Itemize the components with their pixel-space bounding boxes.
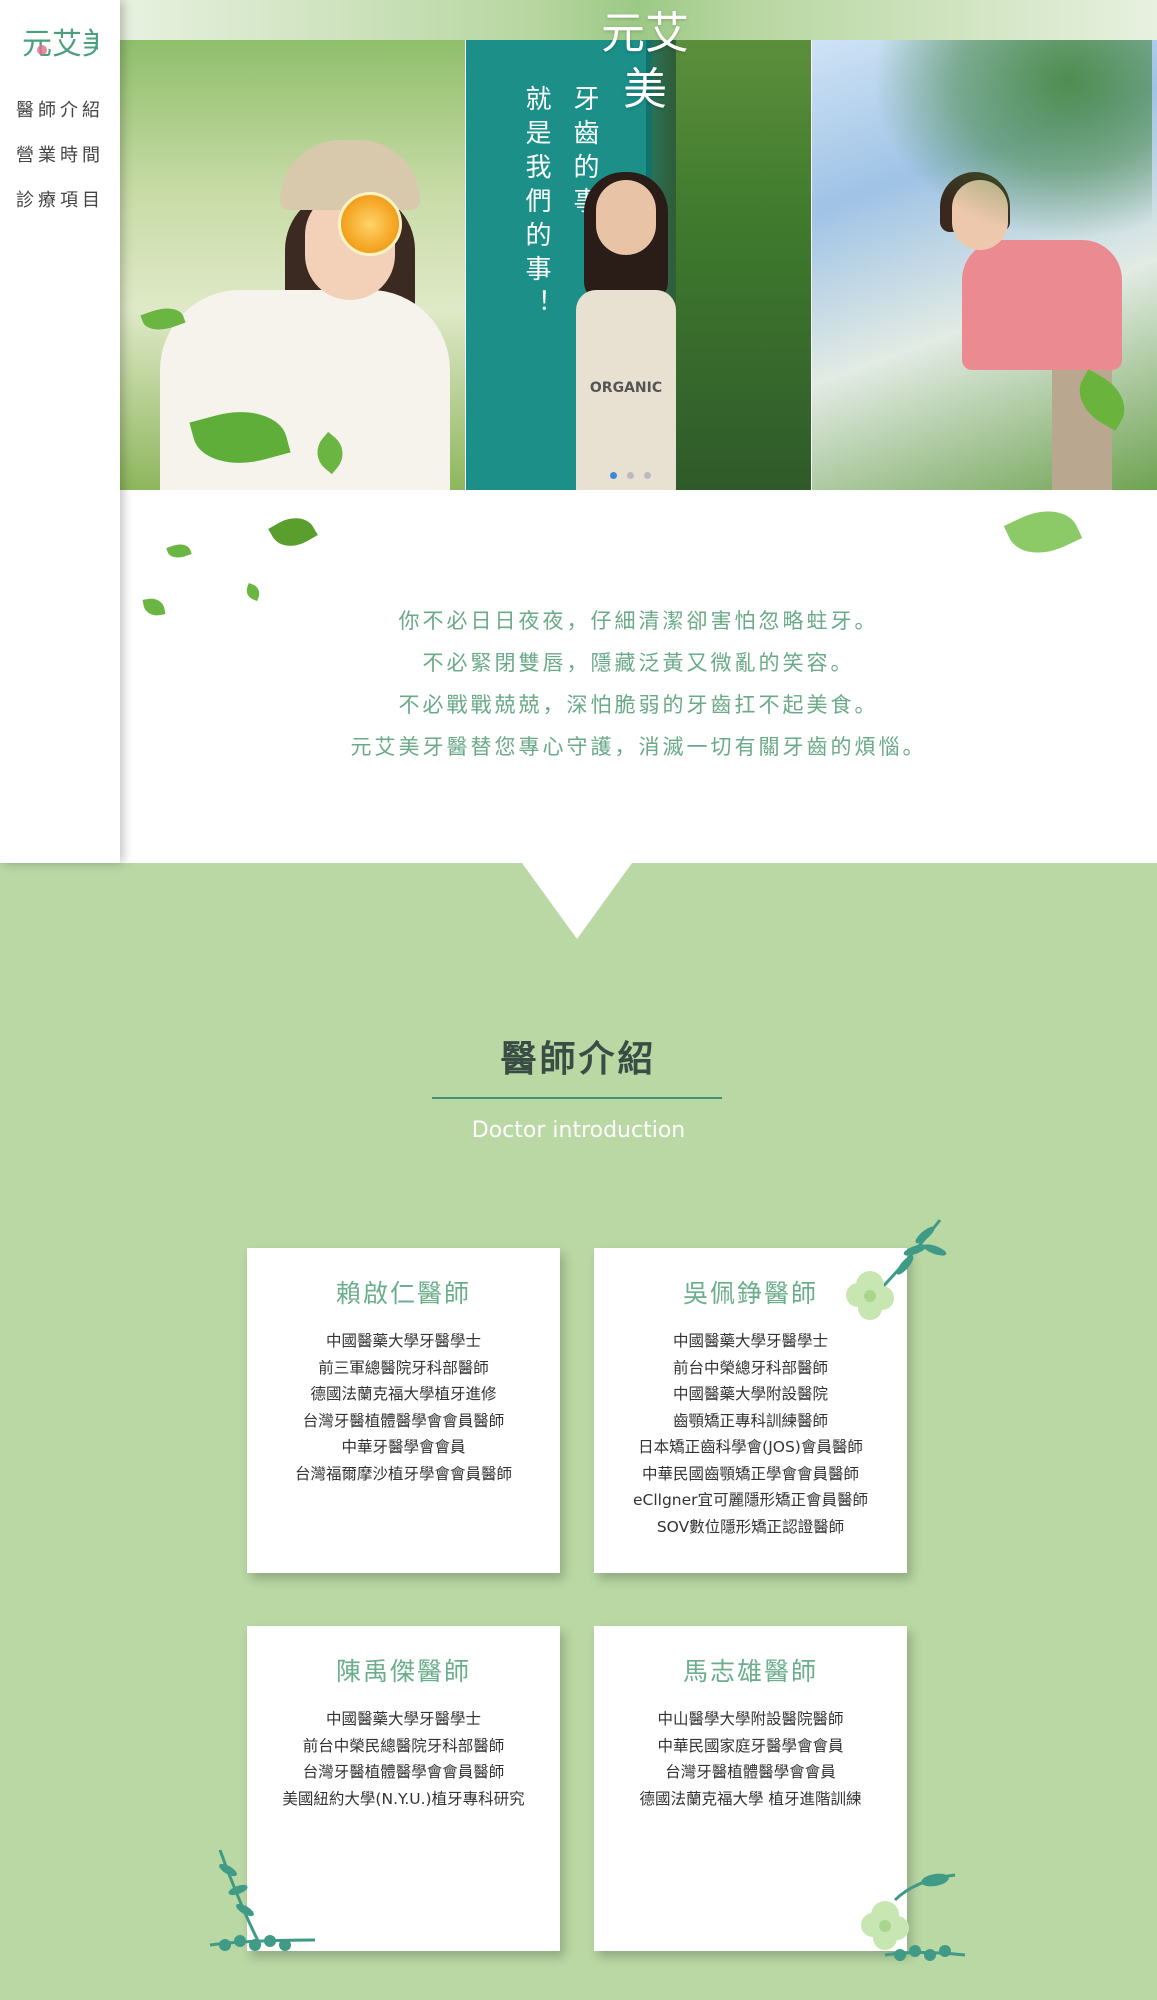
- intro-text: 你不必日日夜夜，仔細清潔卻害怕忽略蛀牙。 不必緊閉雙唇，隱藏泛黃又微亂的笑容。 …: [120, 600, 1157, 768]
- doctor-credentials: 中國醫藥大學牙醫學士 前台中榮民總醫院牙科部醫師 台灣牙醫植體醫學會會員醫師 美…: [247, 1706, 560, 1812]
- section-divider: [432, 1097, 722, 1099]
- credential-item: 中華民國家庭牙醫學會會員: [657, 1736, 844, 1755]
- carousel-dot-1[interactable]: [610, 472, 617, 479]
- credential-item: 中華牙醫學會會員: [341, 1438, 466, 1456]
- credential-item: 美國紐約大學(N.Y.U.)植牙專科研究: [282, 1789, 525, 1808]
- sidebar: 元艾美 醫師介紹 營業時間 診療項目: [0, 0, 120, 863]
- figure-shirt: [160, 290, 450, 490]
- credential-item: 德國法蘭克福大學植牙進修: [310, 1385, 497, 1403]
- credential-item: 台灣牙醫植體醫學會會員醫師: [302, 1411, 505, 1430]
- plant-wall: [676, 40, 811, 490]
- nav-doctors[interactable]: 醫師介紹: [16, 100, 104, 121]
- hero-slogan-line-2: 就是我們的事！: [521, 85, 551, 323]
- doctor-card: 馬志雄醫師 中山醫學大學附設醫院醫師 中華民國家庭牙醫學會會員 台灣牙醫植體醫學…: [594, 1626, 907, 1951]
- doctor-card: 賴啟仁醫師 中國醫藥大學牙醫學士 前三軍總醫院牙科部醫師 德國法蘭克福大學植牙進…: [247, 1248, 560, 1573]
- doctor-name: 賴啟仁醫師: [335, 1279, 471, 1308]
- site-logo[interactable]: 元艾美: [22, 20, 112, 64]
- credential-item: 日本矯正齒科學會(JOS)會員醫師: [638, 1438, 863, 1456]
- figure-face: [596, 180, 656, 255]
- carousel-dot-2[interactable]: [627, 472, 635, 479]
- credential-item: 中國醫藥大學牙醫學士: [325, 1710, 481, 1728]
- nav-services[interactable]: 診療項目: [16, 190, 104, 211]
- credential-item: eCllgner宜可麗隱形矯正會員醫師: [632, 1491, 869, 1509]
- hero-carousel[interactable]: 元艾美 牙齒的事， 就是我們的事！ ORGANIC: [120, 0, 1157, 490]
- hero-photo-orange-girl: [120, 40, 465, 490]
- doctor-credentials: 中國醫藥大學牙醫學士 前台中榮總牙科部醫師 中國醫藥大學附設醫院 齒顎矯正專科訓…: [594, 1328, 907, 1540]
- foreground-leaves: [872, 40, 1152, 240]
- credential-item: 中華民國齒顎矯正學會會員醫師: [641, 1464, 859, 1483]
- leaf-icon: [1003, 498, 1083, 566]
- flower-sprig-icon: [861, 1873, 966, 1961]
- credential-item: 前台中榮總牙科部醫師: [672, 1358, 828, 1377]
- credential-item: 台灣牙醫植體醫學會會員醫師: [302, 1763, 505, 1781]
- leaf-icon: [166, 540, 192, 562]
- svg-text:元艾美: 元艾美: [22, 27, 98, 62]
- orange-slice-icon: [338, 192, 402, 256]
- section-notch: [522, 863, 632, 939]
- apron-label: ORGANIC: [589, 380, 663, 396]
- doctors-section: [0, 863, 1157, 2000]
- figure-apron: [576, 290, 676, 490]
- leaf-icon: [268, 509, 318, 555]
- credential-item: 前三軍總醫院牙科部醫師: [318, 1358, 489, 1377]
- leaf-icon: [244, 583, 262, 601]
- credential-item: 台灣牙醫植體醫學會會員: [665, 1763, 836, 1781]
- credential-item: 齒顎矯正專科訓練醫師: [672, 1411, 828, 1430]
- logo-mark-icon: 元艾美: [22, 27, 112, 62]
- hero-photo-door-girl: 牙齒的事， 就是我們的事！ ORGANIC: [466, 40, 811, 490]
- section-title: 醫師介紹: [500, 1039, 657, 1080]
- hero-top-banner: [120, 0, 1157, 40]
- hero-logo: 元艾美: [601, 8, 689, 115]
- leaf-sprig-icon: [209, 1849, 316, 1951]
- credential-item: 中國醫藥大學牙醫學士: [325, 1332, 481, 1350]
- doctor-name: 馬志雄醫師: [682, 1657, 818, 1686]
- doctor-name: 陳禹傑醫師: [335, 1657, 471, 1686]
- credential-item: 台灣福爾摩沙植牙學會會員醫師: [294, 1464, 512, 1483]
- section-subtitle: Doctor introduction: [471, 1118, 686, 1143]
- doctor-card: 陳禹傑醫師 中國醫藥大學牙醫學士 前台中榮民總醫院牙科部醫師 台灣牙醫植體醫學會…: [247, 1626, 560, 1951]
- credential-item: 前台中榮民總醫院牙科部醫師: [302, 1736, 505, 1755]
- intro-line: 你不必日日夜夜，仔細清潔卻害怕忽略蛀牙。: [398, 609, 879, 633]
- carousel-dot-3[interactable]: [644, 472, 652, 479]
- nav-hours[interactable]: 營業時間: [16, 145, 104, 166]
- intro-line: 元艾美牙醫替您專心守護，消滅一切有關牙齒的煩惱。: [350, 735, 927, 759]
- figure-body: [962, 240, 1122, 370]
- doctor-credentials: 中山醫學大學附設醫院醫師 中華民國家庭牙醫學會會員 台灣牙醫植體醫學會會員 德國…: [594, 1706, 907, 1812]
- flower-sprig-icon: [846, 1219, 947, 1320]
- credential-item: 德國法蘭克福大學 植牙進階訓練: [639, 1789, 862, 1808]
- credential-item: SOV數位隱形矯正認證醫師: [656, 1517, 845, 1536]
- credential-item: 中國醫藥大學附設醫院: [672, 1385, 828, 1403]
- main-nav: 醫師介紹 營業時間 診療項目: [0, 88, 120, 223]
- carousel-dots: [610, 464, 656, 483]
- intro-line: 不必緊閉雙唇，隱藏泛黃又微亂的笑容。: [422, 651, 855, 675]
- credential-item: 中國醫藥大學牙醫學士: [672, 1332, 828, 1350]
- doctor-name: 吳佩錚醫師: [682, 1279, 818, 1308]
- intro-line: 不必戰戰兢兢，深怕脆弱的牙齒扛不起美食。: [398, 693, 879, 717]
- doctor-credentials: 中國醫藥大學牙醫學士 前三軍總醫院牙科部醫師 德國法蘭克福大學植牙進修 台灣牙醫…: [247, 1328, 560, 1487]
- credential-item: 中山醫學大學附設醫院醫師: [657, 1710, 844, 1728]
